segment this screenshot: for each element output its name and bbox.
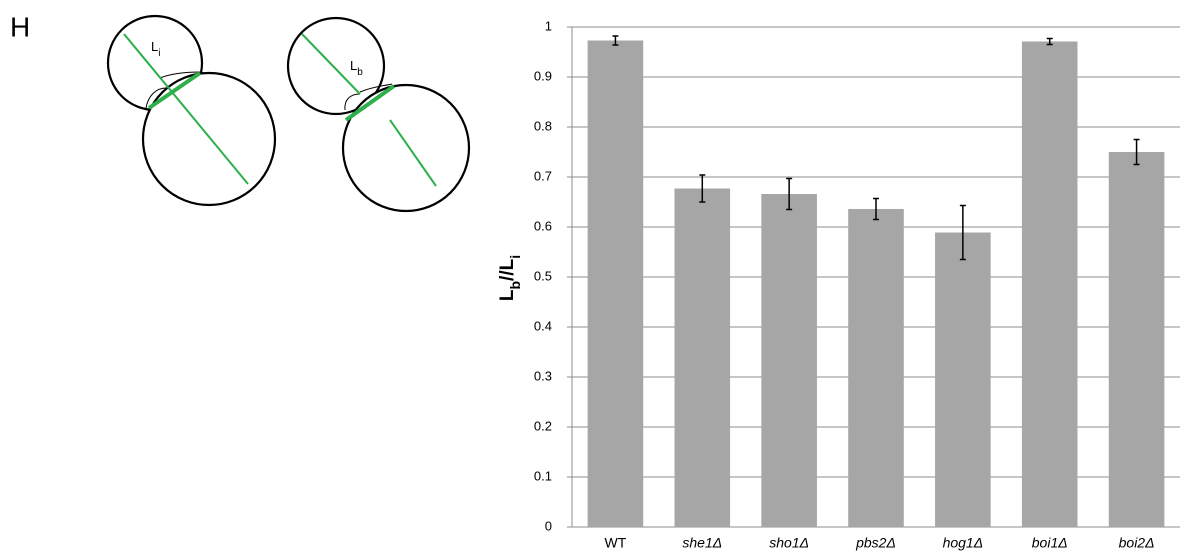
x-tick-label: pbs2Δ [855, 535, 896, 551]
bar [1021, 41, 1078, 527]
error-bar [873, 197, 879, 221]
error-bar [1046, 37, 1053, 46]
diagram-label: Lb [350, 58, 363, 78]
bar [935, 232, 991, 527]
y-tick-label: 0.1 [534, 468, 552, 483]
y-tick-label: 0.8 [534, 118, 552, 133]
label-part: L [151, 39, 158, 54]
label-part: b [507, 281, 523, 290]
y-tick-label: 1 [545, 18, 552, 33]
label-part: b [357, 67, 363, 78]
label-part: i [507, 255, 523, 259]
cell-diagram [106, 14, 471, 213]
bar [674, 188, 731, 527]
error-bar [1133, 138, 1140, 166]
y-axis-label: Lb//Li [497, 255, 523, 301]
x-tick-label: boi2Δ [1119, 535, 1155, 551]
y-tick-label: 0.9 [534, 68, 552, 83]
y-tick-label: 0.7 [534, 168, 552, 183]
panel-label: H [10, 11, 30, 42]
bar [1108, 152, 1165, 527]
y-tick-label: 0.3 [534, 368, 552, 383]
x-tick-label: WT [605, 535, 627, 551]
y-tick-label: 0.2 [534, 418, 552, 433]
label-part: i [158, 48, 160, 59]
x-tick-label: hog1Δ [943, 535, 984, 551]
error-bar [612, 35, 619, 46]
y-tick-label: 0.5 [534, 268, 552, 283]
label-part: L [497, 289, 518, 301]
diagram-label: Li [151, 39, 160, 59]
y-tick-label: 0.4 [534, 318, 552, 333]
bar [587, 40, 644, 527]
error-bar [786, 177, 793, 211]
bar [848, 209, 904, 527]
label-part: L [350, 58, 357, 73]
x-tick-label: sho1Δ [769, 535, 809, 551]
error-bar [699, 174, 706, 203]
label-part: //L [497, 258, 518, 281]
error-bar [959, 204, 966, 261]
x-tick-label: boi1Δ [1032, 535, 1068, 551]
bar [761, 194, 817, 527]
y-tick-label: 0 [545, 518, 552, 533]
y-tick-label: 0.6 [534, 218, 552, 233]
x-tick-label: she1Δ [682, 535, 722, 551]
